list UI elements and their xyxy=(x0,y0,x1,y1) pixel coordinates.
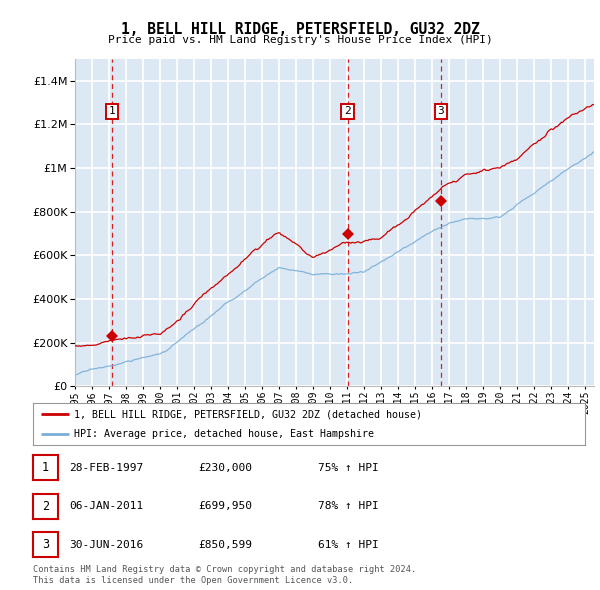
Text: 2: 2 xyxy=(344,106,351,116)
Text: 3: 3 xyxy=(437,106,444,116)
Text: 28-FEB-1997: 28-FEB-1997 xyxy=(69,463,143,473)
Text: 1: 1 xyxy=(42,461,49,474)
Text: 1: 1 xyxy=(109,106,115,116)
Text: 75% ↑ HPI: 75% ↑ HPI xyxy=(318,463,379,473)
Text: 30-JUN-2016: 30-JUN-2016 xyxy=(69,540,143,549)
Text: £850,599: £850,599 xyxy=(198,540,252,549)
Text: HPI: Average price, detached house, East Hampshire: HPI: Average price, detached house, East… xyxy=(74,429,374,439)
Text: £699,950: £699,950 xyxy=(198,502,252,511)
Text: 06-JAN-2011: 06-JAN-2011 xyxy=(69,502,143,511)
Text: 61% ↑ HPI: 61% ↑ HPI xyxy=(318,540,379,549)
Text: 1, BELL HILL RIDGE, PETERSFIELD, GU32 2DZ: 1, BELL HILL RIDGE, PETERSFIELD, GU32 2D… xyxy=(121,22,479,37)
Text: This data is licensed under the Open Government Licence v3.0.: This data is licensed under the Open Gov… xyxy=(33,576,353,585)
Text: Price paid vs. HM Land Registry's House Price Index (HPI): Price paid vs. HM Land Registry's House … xyxy=(107,35,493,45)
Text: 78% ↑ HPI: 78% ↑ HPI xyxy=(318,502,379,511)
Text: 1, BELL HILL RIDGE, PETERSFIELD, GU32 2DZ (detached house): 1, BELL HILL RIDGE, PETERSFIELD, GU32 2D… xyxy=(74,409,422,419)
Text: 3: 3 xyxy=(42,538,49,551)
Text: £230,000: £230,000 xyxy=(198,463,252,473)
Text: Contains HM Land Registry data © Crown copyright and database right 2024.: Contains HM Land Registry data © Crown c… xyxy=(33,565,416,574)
Text: 2: 2 xyxy=(42,500,49,513)
